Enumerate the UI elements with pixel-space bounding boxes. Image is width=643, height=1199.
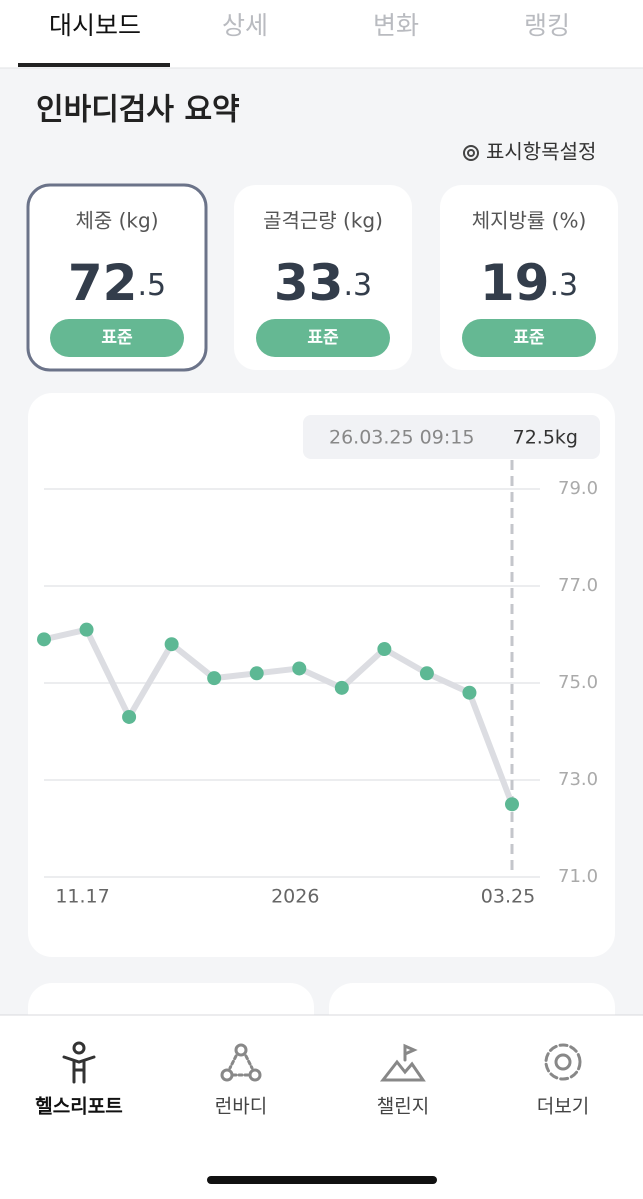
value-main: 19 (480, 254, 550, 312)
badge-text: 표준 (101, 328, 133, 348)
series-line (43, 626, 515, 806)
data-point[interactable] (505, 797, 519, 812)
data-point[interactable] (164, 637, 179, 652)
badge (50, 319, 184, 357)
tab-bar (0, 0, 643, 68)
data-point[interactable] (37, 632, 51, 647)
data-point[interactable] (419, 666, 434, 681)
settings-gear[interactable] (463, 145, 479, 161)
tab[interactable]: 변화 (373, 11, 419, 40)
tooltip (303, 415, 600, 459)
nav-label[interactable]: 런바디 (215, 1096, 267, 1118)
y-tick-label: 71.0 (558, 866, 598, 887)
x-tick-label: 11.17 (55, 886, 109, 908)
chart-card (28, 393, 615, 957)
metric-value: 72.5 (68, 254, 166, 312)
home-indicator (207, 1176, 437, 1184)
badge-text: 표준 (307, 328, 339, 348)
x-tick-label: 2026 (271, 886, 319, 908)
tab[interactable]: 랭킹 (524, 11, 570, 40)
data-point[interactable] (79, 622, 94, 637)
tooltip-date: 26.03.25 09:15 (329, 427, 474, 449)
data-point[interactable] (292, 661, 307, 676)
value-main: 72 (68, 254, 138, 312)
nav-icon[interactable] (379, 1043, 426, 1082)
badge-text: 표준 (513, 328, 545, 348)
tooltip-value: 72.5kg (513, 427, 578, 449)
y-tick-label: 73.0 (558, 769, 598, 790)
value-decimal: .5 (137, 268, 166, 303)
metric-title: 체지방률 (%) (472, 209, 587, 233)
data-point[interactable] (249, 666, 264, 681)
data-point[interactable] (462, 685, 477, 700)
x-tick-label: 03.25 (481, 886, 535, 908)
data-point[interactable] (122, 709, 137, 724)
data-point[interactable] (334, 680, 349, 695)
metric-title: 골격근량 (kg) (263, 209, 383, 233)
tab[interactable]: 상세 (222, 11, 268, 40)
value-decimal: .3 (549, 268, 578, 303)
settings-link[interactable]: 표시항목설정 (486, 140, 596, 164)
metric-title: 체중 (kg) (75, 209, 158, 233)
tab-indicator (18, 63, 170, 67)
bottom-nav (0, 1015, 643, 1199)
y-tick-label: 79.0 (558, 478, 598, 499)
data-point[interactable] (207, 671, 222, 686)
metric-value: 33.3 (274, 254, 372, 312)
value-decimal: .3 (343, 268, 372, 303)
y-tick-label: 77.0 (558, 575, 598, 596)
badge (462, 319, 596, 357)
badge (256, 319, 390, 357)
y-tick-label: 75.0 (558, 672, 598, 693)
nav-icon[interactable] (62, 1041, 96, 1084)
nav-icon[interactable] (220, 1043, 262, 1082)
data-point[interactable] (377, 642, 392, 657)
metric-value: 19.3 (480, 254, 578, 312)
nav-label[interactable]: 챌린지 (377, 1096, 429, 1118)
value-main: 33 (274, 254, 344, 312)
tab[interactable]: 대시보드 (49, 11, 141, 40)
nav-label[interactable]: 더보기 (537, 1096, 589, 1118)
nav-label[interactable]: 헬스리포트 (35, 1096, 122, 1118)
section-title: 인바디검사 요약 (36, 93, 240, 128)
nav-icon[interactable] (544, 1043, 582, 1081)
